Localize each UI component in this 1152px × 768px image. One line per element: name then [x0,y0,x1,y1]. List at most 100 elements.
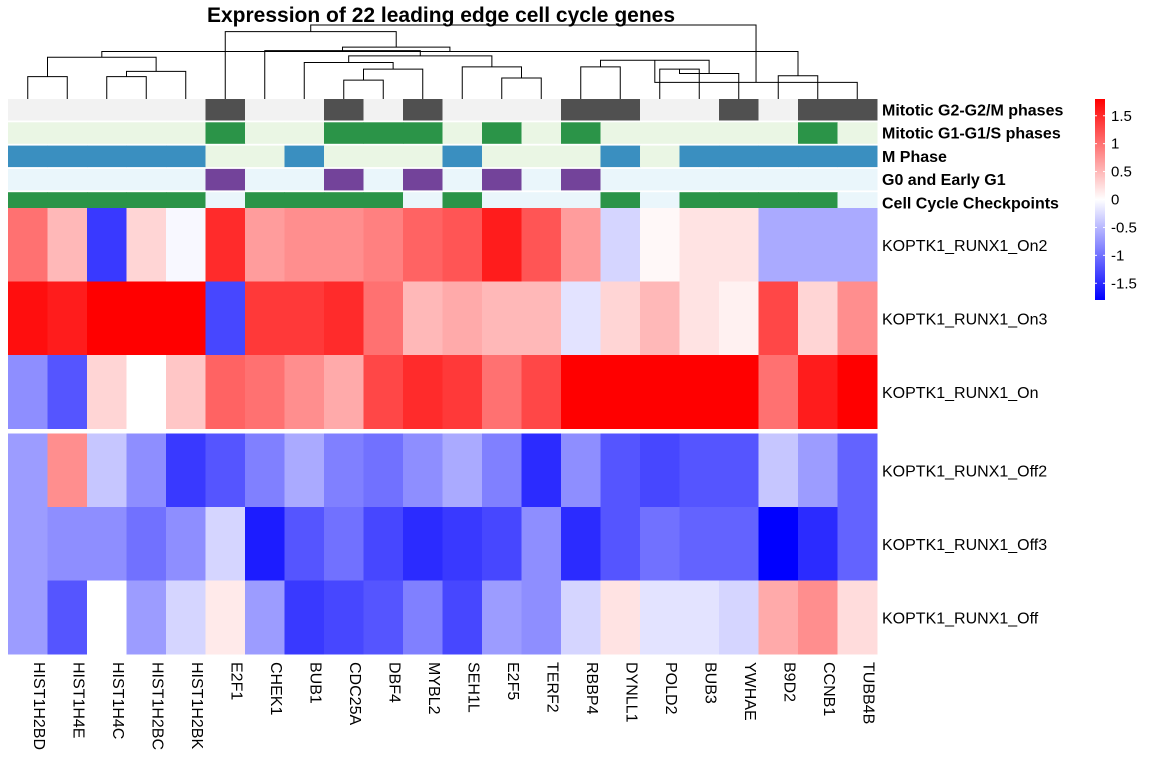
annotation-cell [442,99,483,121]
annotation-cell [837,145,878,168]
dendrogram-branch [342,46,451,52]
annotation-cell [482,122,522,144]
column-label: CCNB1 [820,662,837,716]
dendrogram-branch [580,66,621,99]
column-label: HIST1H2BD [30,662,47,750]
heatmap-cell [166,208,206,282]
row-label: KOPTK1_RUNX1_On3 [882,311,1048,328]
annotation-cell [837,122,878,144]
annotation-cell [324,145,364,168]
annotation-cell [521,168,562,191]
heatmap-cell [205,433,246,508]
heatmap-cell [561,433,601,508]
heatmap-cell [679,580,720,655]
heatmap-cell [640,433,680,508]
heatmap-cell [442,355,483,429]
heatmap-cell [166,433,206,508]
annotation-cell [403,168,443,191]
column-label: POLD2 [662,662,679,715]
heatmap-cell [363,580,404,655]
heatmap-cell [640,208,680,282]
heatmap-cell [600,355,641,429]
heatmap-cell [284,507,325,581]
heatmap-cell [798,208,838,282]
heatmap-cell [482,507,522,581]
heatmap-cell [47,281,88,356]
annotation-cell [640,168,680,191]
annotation-cell [679,145,720,168]
column-label: MYBL2 [425,662,442,715]
heatmap-cell [798,355,838,429]
column-label: TERF2 [543,662,560,713]
heatmap-cell [47,208,88,282]
column-label: HIST1H4C [109,662,126,739]
heatmap-cell [205,580,246,655]
heatmap-cell [561,507,601,581]
heatmap-cell [442,208,483,282]
dendrogram-branch [224,31,397,99]
column-labels: HIST1H2BD HIST1H4E HIST1H4C HIST1H2BC HIST1H… [30,662,877,750]
annotation-cell [324,99,364,121]
column-label: YWHAE [741,662,758,721]
heatmap-cell [640,355,680,429]
annotation-cell [403,122,443,144]
heatmap-cell [837,355,878,429]
dendrogram-branch [310,24,757,83]
annotation-cell [482,99,522,121]
heatmap-cell [403,281,443,356]
heatmap-cell [126,281,167,356]
annotation-cell [482,145,522,168]
heatmap-cell [521,208,562,282]
dendrogram-branch [659,68,700,99]
legend-tick-label: -0.5 [1111,219,1137,236]
heatmap-cell [245,580,285,655]
heatmap-cell [284,433,325,508]
annotation-cell [126,122,167,144]
column-label: BUB3 [701,662,718,704]
heatmap-cell [679,507,720,581]
heatmap-cell [166,580,206,655]
dendrogram-branch [348,55,493,67]
annotation-label: Cell Cycle Checkpoints [882,195,1059,212]
row-labels: KOPTK1_RUNX1_On2 KOPTK1_RUNX1_On3 KOPTK1_R… [882,238,1048,628]
annotation-label: G0 and Early G1 [882,172,1006,189]
annotation-cell [758,99,799,121]
dendrogram-branch [264,50,421,99]
annotation-cell [205,168,246,191]
dendrogram-branch [47,56,157,77]
column-label: RBBP4 [583,662,600,715]
row-label: KOPTK1_RUNX1_On [882,385,1039,402]
heatmap-cell [403,208,443,282]
heatmap-cell [837,580,878,655]
annotation-cell [245,168,285,191]
heatmap-cell [245,355,285,429]
column-label: SEH1L [464,662,481,713]
heatmap-cell [284,355,325,429]
legend-tick-label: 0 [1111,192,1119,209]
annotation-cell [205,145,246,168]
annotation-cell [679,122,720,144]
heatmap-cell [87,281,127,356]
annotation-labels: Mitotic G2-G2/M phases Mitotic G1-G1/S ph… [882,102,1063,212]
annotation-cell [166,168,206,191]
annotation-cell [126,168,167,191]
heatmap-cell [719,433,759,508]
heatmap-cell [245,433,285,508]
heatmap-cell [837,281,878,356]
annotation-cell [600,145,641,168]
annotation-cell [561,145,601,168]
heatmap-cell [8,433,48,508]
column-dendrogram [27,24,858,99]
heatmap-cell [679,208,720,282]
heatmap-cell [679,355,720,429]
annotation-cell [205,99,246,121]
heatmap-cell [798,433,838,508]
annotation-cell [363,99,404,121]
column-label: HIST1H2BK [188,662,205,749]
heatmap-cell [126,208,167,282]
annotation-cell [679,168,720,191]
heatmap-cell [521,281,562,356]
column-label: DBF4 [385,662,402,703]
heatmap-cell [758,281,799,356]
